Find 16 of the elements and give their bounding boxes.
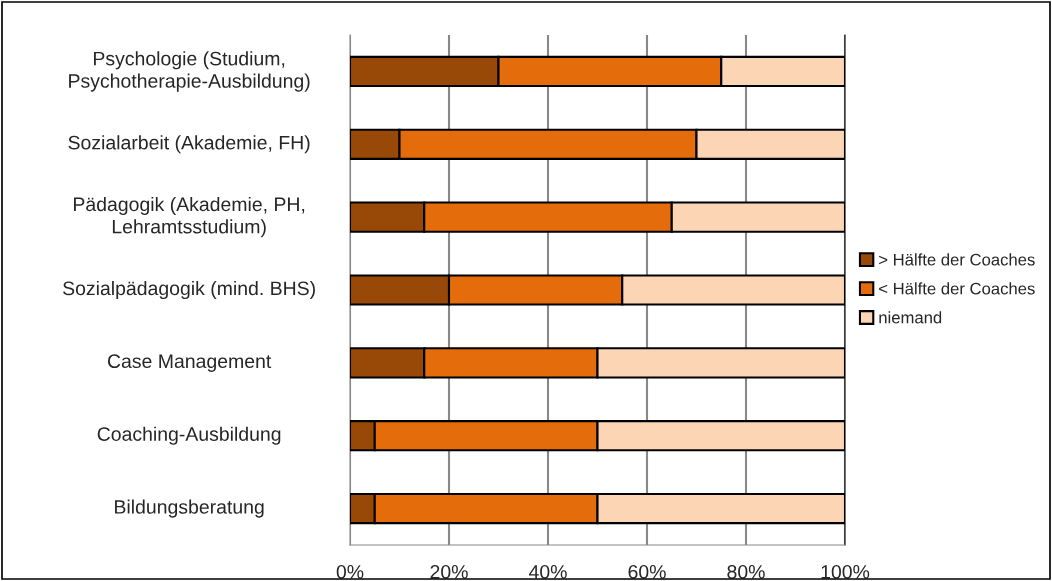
x-tick-label: 100% xyxy=(821,564,870,579)
x-tick-label: 80% xyxy=(727,564,765,579)
y-tick-label: Pädagogik (Akademie, PH, Lehramtsstudium) xyxy=(74,196,305,238)
y-tick-label: Psychologie (Studium, Psychotherapie-Ausbildung) xyxy=(69,51,310,92)
y-tick-label: Coaching-Ausbildung xyxy=(97,426,281,445)
legend-label: < Hälfte der Coaches xyxy=(879,282,1035,295)
x-tick-label: 40% xyxy=(528,564,567,579)
legend-label: niemand xyxy=(879,311,942,324)
y-tick-label: Sozialpädagogik (mind. BHS) xyxy=(63,280,315,300)
y-tick-label: Sozialarbeit (Akademie, FH) xyxy=(68,135,310,154)
x-tick-label: 60% xyxy=(628,564,666,579)
y-tick-label: Case Management xyxy=(107,354,272,372)
x-tick-label: 20% xyxy=(430,564,468,579)
x-tick-label: 0% xyxy=(336,564,364,579)
y-tick-label: Bildungsberatung xyxy=(115,499,264,518)
legend-label: > Hälfte der Coaches xyxy=(879,253,1035,266)
